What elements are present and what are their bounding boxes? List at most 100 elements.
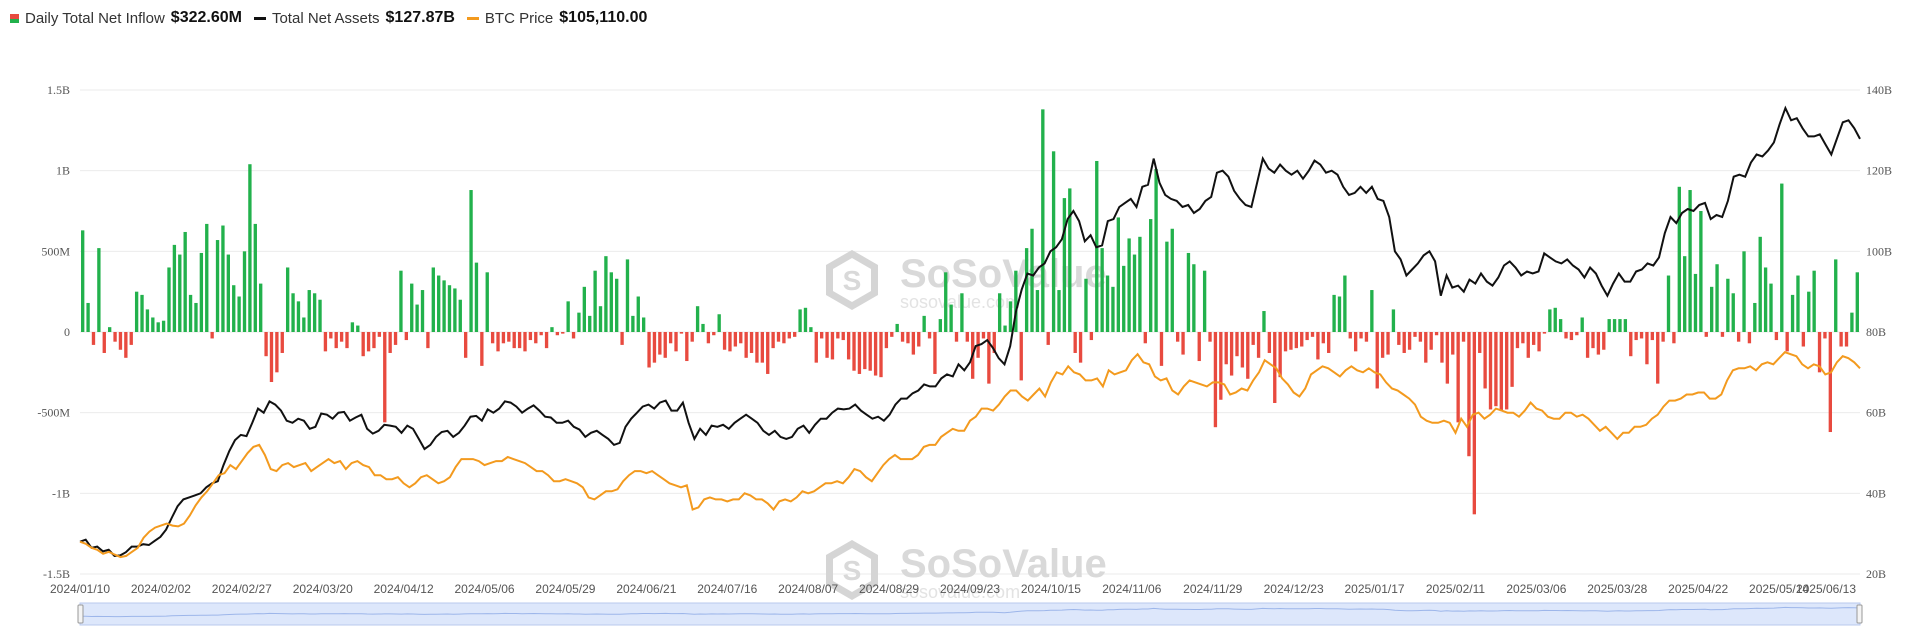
inflow-bar	[1693, 273, 1698, 332]
inflow-bar	[987, 332, 991, 384]
inflow-swatch-icon	[10, 13, 19, 23]
inflow-bar	[1186, 252, 1191, 332]
inflow-bar	[188, 294, 193, 332]
inflow-bar	[242, 251, 247, 332]
inflow-bar	[1364, 332, 1369, 342]
x-tick-label: 2024/04/12	[374, 582, 434, 596]
inflow-bar	[615, 278, 619, 332]
inflow-bar	[857, 332, 862, 374]
inflow-bar	[1790, 294, 1795, 332]
legend-item-inflow[interactable]: Daily Total Net Inflow $322.60M	[10, 9, 242, 27]
inflow-bar	[1208, 332, 1212, 342]
x-tick-label: 2024/03/20	[293, 582, 353, 596]
inflow-bar	[501, 332, 506, 344]
x-tick-label: 2024/08/07	[778, 582, 838, 596]
inflow-bar	[997, 293, 1002, 332]
watermark-brand: SoSoValue	[900, 252, 1107, 296]
inflow-bar	[933, 332, 937, 374]
inflow-bar	[151, 317, 155, 332]
inflow-bar	[819, 332, 824, 339]
inflow-bar	[555, 332, 560, 336]
x-tick-label: 2024/02/02	[131, 582, 191, 596]
inflow-bar	[1537, 332, 1541, 352]
x-axis: 2024/01/10 2024/02/02 2024/02/27 2024/03/20…	[50, 582, 1856, 596]
inflow-bar	[652, 332, 657, 363]
x-tick-label: 2024/09/23	[940, 582, 1000, 596]
inflow-bar	[372, 332, 376, 349]
inflow-bar	[1780, 183, 1784, 332]
inflow-bar	[1742, 251, 1746, 332]
inflow-bar	[291, 293, 295, 332]
inflow-bar	[1602, 332, 1606, 350]
inflow-bar	[1467, 332, 1471, 457]
legend-label-inflow: Daily Total Net Inflow	[25, 9, 165, 27]
inflow-bar	[345, 332, 349, 349]
inflow-bar	[685, 332, 689, 362]
inflow-bar	[717, 314, 721, 332]
inflow-bar	[1488, 332, 1493, 410]
inflow-bar	[1019, 332, 1023, 381]
inflow-bar	[1569, 332, 1574, 341]
x-tick-label: 2024/06/21	[616, 582, 676, 596]
inflow-bar	[1483, 332, 1487, 389]
inflow-bar	[269, 332, 274, 383]
legend: Daily Total Net Inflow $322.60M Total Ne…	[10, 6, 647, 30]
y-left-tick-label: 1.5B	[47, 83, 70, 97]
watermark-brand: SoSoValue	[900, 542, 1107, 586]
inflow-bar	[722, 332, 727, 350]
inflow-bar	[755, 332, 759, 363]
inflow-bar	[663, 332, 667, 358]
assets-swatch-icon	[253, 16, 266, 20]
inflow-bar	[312, 293, 317, 332]
inflow-bar	[1229, 332, 1234, 376]
inflow-bar	[787, 332, 791, 339]
inflow-bar	[1418, 332, 1423, 342]
inflow-bar	[884, 332, 889, 349]
logo-hex	[826, 249, 878, 311]
x-tick-label: 2025/01/17	[1345, 582, 1405, 596]
inflow-bar	[949, 304, 953, 332]
inflow-bar	[766, 332, 770, 374]
inflow-bar	[453, 288, 457, 332]
inflow-bar	[480, 332, 484, 366]
inflow-bar	[1515, 332, 1520, 349]
inflow-bar	[1747, 332, 1752, 344]
navigator-handle-right[interactable]	[1856, 604, 1863, 624]
x-tick-label: 2025/03/28	[1587, 582, 1647, 596]
inflow-bar	[1192, 264, 1196, 332]
inflow-bar	[1256, 332, 1261, 358]
navigator-handle-left[interactable]	[77, 604, 84, 624]
inflow-bar	[1677, 186, 1681, 332]
inflow-bar	[809, 327, 813, 332]
inflow-bar	[598, 306, 603, 332]
inflow-bar	[1003, 325, 1007, 332]
inflow-bar	[1542, 332, 1547, 334]
inflow-bar	[237, 296, 241, 332]
inflow-bar	[1149, 219, 1153, 332]
inflow-bar	[366, 332, 371, 352]
inflow-bar	[1202, 270, 1207, 332]
range-navigator[interactable]	[77, 602, 1863, 626]
inflow-bar	[437, 275, 441, 332]
inflow-bar	[1639, 332, 1644, 339]
inflow-bar	[1073, 332, 1077, 353]
inflow-bar	[1807, 291, 1811, 332]
inflow-bar	[582, 286, 586, 332]
y-left-tick-label: 1B	[56, 164, 70, 178]
inflow-bar	[426, 332, 430, 349]
inflow-bar	[1359, 332, 1363, 339]
x-tick-label: 2024/11/29	[1183, 582, 1242, 596]
inflow-bars	[81, 109, 1859, 515]
inflow-bar	[1526, 332, 1530, 358]
inflow-bar	[900, 332, 905, 342]
x-tick-label: 2024/05/06	[455, 582, 515, 596]
inflow-bar	[275, 332, 279, 373]
inflow-bar	[1132, 254, 1137, 332]
x-tick-label: 2024/01/10	[50, 582, 110, 596]
inflow-bar	[1143, 332, 1147, 344]
legend-item-assets[interactable]: Total Net Assets $127.87B	[253, 9, 455, 27]
inflow-bar	[1116, 217, 1120, 332]
inflow-bar	[1375, 332, 1379, 389]
legend-item-btc[interactable]: BTC Price $105,110.00	[466, 9, 647, 27]
